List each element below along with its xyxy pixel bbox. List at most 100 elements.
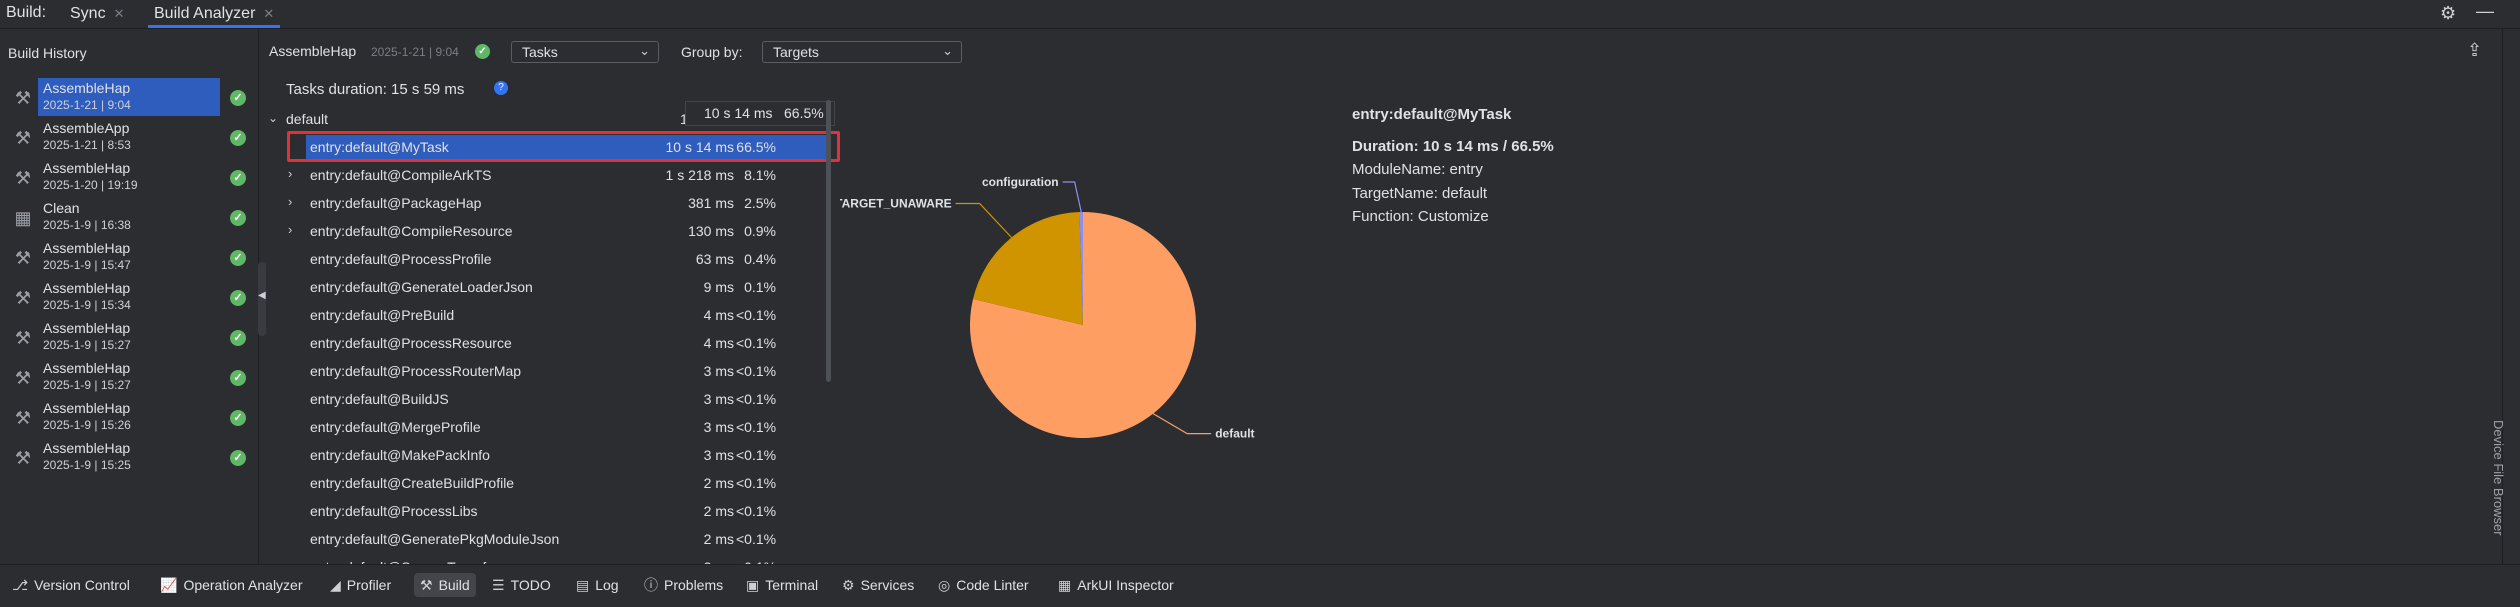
tool-window-version-control[interactable]: ⎇ Version Control	[12, 573, 130, 597]
build-name: AssembleHap	[43, 160, 131, 176]
build-history-entry[interactable]: AssembleHap 2025-1-21 | 9:04	[38, 78, 220, 116]
build-history-item[interactable]: ⚒ AssembleHap 2025-1-9 | 15:47 ✓	[0, 238, 258, 278]
device-file-browser-tab[interactable]: Device File Browser	[2491, 420, 2506, 536]
build-history-entry[interactable]: AssembleHap 2025-1-9 | 15:27	[38, 358, 220, 396]
details-function: Function: Customize	[1352, 208, 1489, 225]
build-history-entry[interactable]: Clean 2025-1-9 | 16:38	[38, 198, 220, 236]
build-history-entry[interactable]: AssembleHap 2025-1-9 | 15:25	[38, 438, 220, 476]
task-row[interactable]: › entry:default@CompileResource 130 ms 0.9%	[268, 218, 828, 246]
task-row[interactable]: entry:default@MakePackInfo 3 ms <0.1%	[268, 442, 828, 470]
chevron-left-icon: ◀	[258, 290, 266, 301]
pie-slice-target-unaware[interactable]	[973, 212, 1083, 325]
build-history-item[interactable]: ⚒ AssembleHap 2025-1-9 | 15:27 ✓	[0, 358, 258, 398]
build-history-item[interactable]: ▦ Clean 2025-1-9 | 16:38 ✓	[0, 198, 258, 238]
task-row[interactable]: entry:default@PreBuild 4 ms <0.1%	[268, 302, 828, 330]
build-history-item[interactable]: ⚒ AssembleHap 2025-1-9 | 15:27 ✓	[0, 318, 258, 358]
task-duration: 4 ms	[703, 335, 734, 351]
task-row[interactable]: entry:default@SyscapTransform 2 ms<0.1%	[268, 554, 828, 564]
task-row[interactable]: entry:default@MergeProfile 3 ms <0.1%	[268, 414, 828, 442]
success-check-icon: ✓	[230, 450, 246, 466]
task-row[interactable]: entry:default@MyTask 10 s 14 ms 66.5%	[268, 134, 828, 162]
tool-window-log[interactable]: ▤ Log	[576, 573, 619, 597]
build-name: Clean	[43, 200, 80, 216]
task-percent: 8.1%	[744, 167, 776, 183]
export-icon[interactable]: ⇪	[2467, 40, 2483, 60]
tasks-scrollbar[interactable]	[826, 100, 831, 382]
task-duration: 3 ms	[703, 391, 734, 407]
task-row[interactable]: entry:default@CreateBuildProfile 2 ms <0.1…	[268, 470, 828, 498]
tool-window-terminal[interactable]: ▣ Terminal	[746, 573, 818, 597]
close-icon[interactable]: ✕	[263, 6, 275, 21]
minimize-icon[interactable]: —	[2476, 1, 2494, 21]
task-row[interactable]: entry:default@ProcessResource 4 ms <0.1%	[268, 330, 828, 358]
build-history-entry[interactable]: AssembleApp 2025-1-21 | 8:53	[38, 118, 220, 156]
group-duration: 1	[680, 111, 688, 127]
group-name: default	[286, 111, 329, 127]
build-history-item[interactable]: ⚒ AssembleApp 2025-1-21 | 8:53 ✓	[0, 118, 258, 158]
build-name: AssembleHap	[43, 440, 131, 456]
success-check-icon: ✓	[230, 370, 246, 386]
build-history-item[interactable]: ⚒ AssembleHap 2025-1-9 | 15:26 ✓	[0, 398, 258, 438]
task-percent: <0.1%	[736, 419, 777, 435]
clean-icon: ▦	[14, 208, 32, 228]
chevron-right-icon[interactable]: ›	[288, 194, 293, 209]
hammer-icon: ⚒	[14, 248, 32, 268]
collapse-handle[interactable]: ◀	[258, 262, 266, 336]
build-history-entry[interactable]: AssembleHap 2025-1-9 | 15:27	[38, 318, 220, 356]
task-name: entry:default@CompileArkTS	[310, 167, 492, 183]
task-row[interactable]: entry:default@ProcessRouterMap 3 ms <0.1%	[268, 358, 828, 386]
tool-window-services[interactable]: ⚙ Services	[842, 573, 914, 597]
task-row[interactable]: › entry:default@PackageHap 381 ms 2.5%	[268, 190, 828, 218]
tool-window-operation-analyzer[interactable]: 📈 Operation Analyzer	[160, 573, 303, 597]
task-name: entry:default@SyscapTransform	[310, 559, 510, 564]
tool-window-profiler[interactable]: ◢ Profiler	[330, 573, 391, 597]
chevron-right-icon[interactable]: ›	[288, 166, 293, 181]
task-row[interactable]: entry:default@ProcessProfile 63 ms 0.4%	[268, 246, 828, 274]
tab-sync[interactable]: Sync ✕	[70, 0, 124, 28]
tool-window-code-linter[interactable]: ◎ Code Linter	[938, 573, 1029, 597]
pie-slice-configuration[interactable]	[1079, 212, 1083, 325]
build-history-item[interactable]: ⚒ AssembleHap 2025-1-20 | 19:19 ✓	[0, 158, 258, 198]
build-history-entry[interactable]: AssembleHap 2025-1-20 | 19:19	[38, 158, 220, 196]
build-name: AssembleHap	[43, 280, 131, 296]
tab-build-analyzer[interactable]: Build Analyzer ✕	[147, 0, 281, 28]
close-icon[interactable]: ✕	[113, 6, 125, 21]
help-icon[interactable]: ?	[494, 81, 508, 95]
task-name: entry:default@GeneratePkgModuleJson	[310, 531, 560, 547]
build-history-item[interactable]: ⚒ AssembleHap 2025-1-9 | 15:34 ✓	[0, 278, 258, 318]
build-history-item[interactable]: ⚒ AssembleHap 2025-1-9 | 15:25 ✓	[0, 438, 258, 478]
group-by-select[interactable]: Targets ⌄	[762, 41, 962, 63]
tool-window-problems[interactable]: ⓘ Problems	[644, 573, 723, 597]
gear-icon[interactable]: ⚙	[2440, 3, 2457, 23]
hammer-icon: ⚒	[420, 576, 433, 593]
tool-window-label: ArkUI Inspector	[1077, 577, 1174, 593]
tool-window-build[interactable]: ⚒ Build	[414, 573, 476, 597]
task-percent: 0.1%	[744, 279, 776, 295]
list-icon: ☰	[492, 576, 505, 593]
tab-sync-label: Sync	[70, 5, 106, 22]
task-row[interactable]: entry:default@ProcessLibs 2 ms <0.1%	[268, 498, 828, 526]
task-row[interactable]: entry:default@GeneratePkgModuleJson 2 ms <…	[268, 526, 828, 554]
chevron-right-icon[interactable]: ›	[288, 222, 293, 237]
chevron-down-icon[interactable]: ⌄	[268, 111, 279, 125]
task-duration: 1 s 218 ms	[665, 167, 734, 183]
view-select[interactable]: Tasks ⌄	[511, 41, 659, 63]
tool-window-todo[interactable]: ☰ TODO	[492, 573, 551, 597]
task-name: entry:default@MakePackInfo	[310, 447, 490, 463]
task-percent: <0.1%	[736, 391, 777, 407]
build-history-entry[interactable]: AssembleHap 2025-1-9 | 15:34	[38, 278, 220, 316]
success-check-icon: ✓	[230, 290, 246, 306]
task-row[interactable]: entry:default@BuildJS 3 ms <0.1%	[268, 386, 828, 414]
tool-window-arkui-inspector[interactable]: ▦ ArkUI Inspector	[1058, 573, 1174, 597]
task-duration: 381 ms	[688, 195, 734, 211]
build-name: AssembleApp	[43, 120, 130, 136]
details-duration: Duration: 10 s 14 ms / 66.5%	[1352, 138, 1554, 155]
task-row[interactable]: entry:default@GenerateLoaderJson 9 ms 0.1%	[268, 274, 828, 302]
success-check-icon: ✓	[475, 44, 490, 59]
build-history-entry[interactable]: AssembleHap 2025-1-9 | 15:26	[38, 398, 220, 436]
build-history-item[interactable]: ⚒ AssembleHap 2025-1-21 | 9:04 ✓	[0, 78, 258, 118]
tree-group-default[interactable]: ⌄ default 1	[268, 106, 828, 134]
build-history-entry[interactable]: AssembleHap 2025-1-9 | 15:47	[38, 238, 220, 276]
task-row[interactable]: › entry:default@CompileArkTS 1 s 218 ms 8.1…	[268, 162, 828, 190]
success-check-icon: ✓	[230, 210, 246, 226]
